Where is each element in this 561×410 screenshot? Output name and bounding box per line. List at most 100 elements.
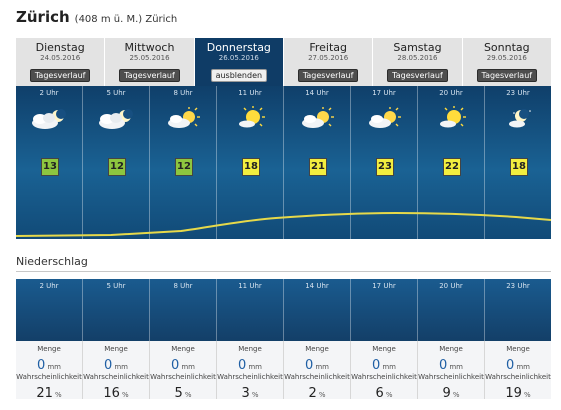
slot-time: 14 Uhr	[305, 282, 329, 290]
day-tab[interactable]: Dienstag 24.05.2016 Tagesverlauf	[16, 38, 106, 86]
day-tab[interactable]: Samstag 28.05.2016 Tagesverlauf	[373, 38, 463, 86]
precipitation-stats: Menge 0 mm Wahrscheinlichkeit 21% Menge 0…	[16, 341, 551, 401]
day-tab[interactable]: Sonntag 29.05.2016 Tagesverlauf	[462, 38, 551, 86]
precip-stat: Menge 0 mm Wahrscheinlichkeit 9%	[418, 341, 485, 401]
precip-slot: 17 Uhr	[351, 279, 418, 341]
probability-value: 5	[174, 386, 183, 401]
tagesverlauf-button[interactable]: Tagesverlauf	[476, 69, 538, 82]
tagesverlauf-button[interactable]: Tagesverlauf	[297, 69, 359, 82]
amount-value: 0	[305, 358, 314, 373]
precip-stat: Menge 0 mm Wahrscheinlichkeit 19%	[485, 341, 551, 401]
probability-label: Wahrscheinlichkeit	[284, 373, 350, 381]
precip-slot: 8 Uhr	[150, 279, 217, 341]
partly-sunny-icon	[302, 107, 334, 128]
amount-value: 0	[506, 358, 515, 373]
day-name: Mittwoch	[124, 41, 175, 54]
slot-time: 14 Uhr	[305, 89, 329, 97]
hourly-forecast-panel: 2 Uhr 13 5 Uhr 12 8 Uhr 12 11 Uhr 18 14 …	[16, 86, 551, 239]
probability-value: 16	[103, 386, 120, 401]
cloudy-night-moon-icon	[99, 109, 133, 129]
forecast-slot: 8 Uhr 12	[150, 86, 217, 239]
precipitation-panel: 2 Uhr 5 Uhr 8 Uhr 11 Uhr 14 Uhr 17 Uhr 2…	[16, 279, 551, 341]
forecast-slot: 23 Uhr 18	[485, 86, 551, 239]
forecast-slot: 14 Uhr 21	[284, 86, 351, 239]
forecast-slot: 2 Uhr 13	[16, 86, 83, 239]
percent-unit: %	[121, 391, 129, 399]
cloudy-night-moon-icon	[32, 109, 66, 129]
day-date: 25.05.2016	[129, 54, 170, 62]
probability-label: Wahrscheinlichkeit	[351, 373, 417, 381]
precip-slot: 14 Uhr	[284, 279, 351, 341]
amount-value: 0	[238, 358, 247, 373]
day-date: 28.05.2016	[397, 54, 438, 62]
forecast-slot: 5 Uhr 12	[83, 86, 150, 239]
partly-sunny-icon	[369, 107, 401, 128]
slot-time: 23 Uhr	[506, 89, 530, 97]
mostly-sunny-icon	[239, 106, 265, 128]
probability-value: 9	[442, 386, 451, 401]
amount-unit: mm	[47, 363, 61, 371]
slot-time: 2 Uhr	[39, 89, 59, 97]
tagesverlauf-button[interactable]: Tagesverlauf	[29, 69, 91, 82]
page-title: Zürich (408 m ü. M.) Zürich	[16, 8, 177, 30]
divider	[16, 271, 551, 272]
tagesverlauf-button[interactable]: Tagesverlauf	[387, 69, 448, 82]
probability-value: 2	[308, 386, 317, 401]
amount-label: Menge	[171, 345, 195, 353]
day-date: 24.05.2016	[40, 54, 81, 62]
probability-value: 3	[241, 386, 250, 401]
day-tab-active[interactable]: Donnerstag 26.05.2016 ausblenden	[194, 38, 284, 86]
precip-stat: Menge 0 mm Wahrscheinlichkeit 6%	[351, 341, 418, 401]
precip-stat: Menge 0 mm Wahrscheinlichkeit 2%	[284, 341, 351, 401]
precip-slot: 5 Uhr	[83, 279, 150, 341]
amount-label: Menge	[104, 345, 128, 353]
percent-unit: %	[452, 391, 460, 399]
precip-stat: Menge 0 mm Wahrscheinlichkeit 5%	[150, 341, 217, 401]
precip-slot: 23 Uhr	[485, 279, 551, 341]
precip-slot: 20 Uhr	[418, 279, 485, 341]
slot-time: 20 Uhr	[439, 282, 463, 290]
probability-label: Wahrscheinlichkeit	[418, 373, 484, 381]
probability-value: 19	[505, 386, 522, 401]
forecast-slot: 11 Uhr 18	[217, 86, 284, 239]
amount-unit: mm	[516, 363, 530, 371]
ausblenden-button[interactable]: ausblenden	[210, 69, 268, 82]
forecast-slot: 20 Uhr 22	[418, 86, 485, 239]
slot-time: 5 Uhr	[106, 282, 126, 290]
day-tab[interactable]: Mittwoch 25.05.2016 Tagesverlauf	[105, 38, 195, 86]
amount-unit: mm	[181, 363, 195, 371]
tagesverlauf-button[interactable]: Tagesverlauf	[119, 69, 180, 82]
slot-time: 17 Uhr	[372, 89, 396, 97]
percent-unit: %	[54, 391, 62, 399]
precip-stat: Menge 0 mm Wahrscheinlichkeit 16%	[83, 341, 150, 401]
amount-label: Menge	[372, 345, 396, 353]
probability-value: 21	[36, 386, 53, 401]
amount-unit: mm	[248, 363, 262, 371]
percent-unit: %	[251, 391, 259, 399]
percent-unit: %	[523, 391, 531, 399]
probability-label: Wahrscheinlichkeit	[485, 373, 551, 381]
slot-time: 17 Uhr	[372, 282, 396, 290]
day-date: 26.05.2016	[218, 54, 259, 62]
precipitation-title: Niederschlag	[16, 255, 88, 268]
temperature-badge: 12	[108, 158, 126, 176]
partly-sunny-icon	[168, 107, 200, 128]
temperature-badge: 18	[242, 158, 260, 176]
probability-label: Wahrscheinlichkeit	[150, 373, 216, 381]
probability-label: Wahrscheinlichkeit	[83, 373, 149, 381]
amount-label: Menge	[37, 345, 61, 353]
city-subtitle: (408 m ü. M.) Zürich	[74, 14, 178, 25]
amount-value: 0	[104, 358, 113, 373]
amount-label: Menge	[305, 345, 329, 353]
percent-unit: %	[385, 391, 393, 399]
precip-slot: 2 Uhr	[16, 279, 83, 341]
percent-unit: %	[184, 391, 192, 399]
temperature-curve	[16, 211, 551, 237]
day-name: Sonntag	[483, 41, 530, 54]
probability-label: Wahrscheinlichkeit	[16, 373, 82, 381]
day-tab[interactable]: Freitag 27.05.2016 Tagesverlauf	[283, 38, 374, 86]
probability-label: Wahrscheinlichkeit	[217, 373, 283, 381]
slot-time: 20 Uhr	[439, 89, 463, 97]
temperature-badge: 13	[41, 158, 59, 176]
day-name: Freitag	[309, 41, 347, 54]
